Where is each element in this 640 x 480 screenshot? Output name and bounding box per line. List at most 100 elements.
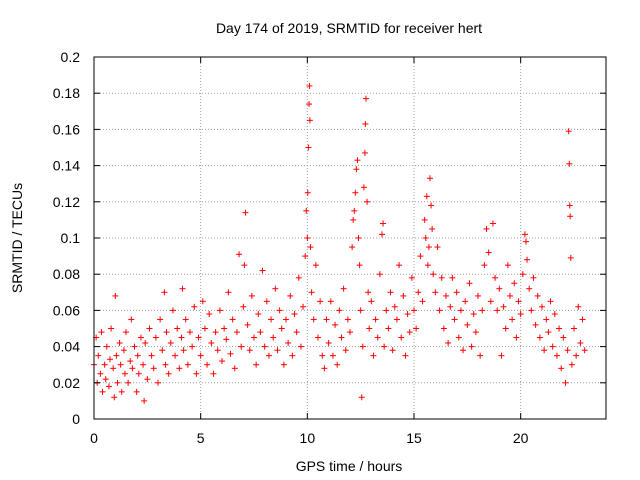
data-point [305,144,312,151]
data-point [134,352,141,359]
data-point [135,370,142,377]
y-tick-label: 0.16 [53,121,80,137]
data-point [457,307,464,314]
data-point [167,339,174,346]
data-point [174,325,181,332]
data-point [545,329,552,336]
data-point [342,347,349,354]
data-point [189,343,196,350]
data-point [517,311,524,318]
data-point [443,292,449,299]
data-point [184,361,191,368]
data-point [526,285,533,292]
data-point [509,316,516,323]
data-point [434,244,441,251]
data-point [253,361,260,368]
data-point [464,321,471,328]
data-point [255,311,262,318]
data-point [251,334,257,341]
data-point [411,307,417,314]
data-point [108,325,115,332]
data-point [165,370,172,377]
y-tick-label: 0.04 [53,339,80,355]
data-point [307,244,314,251]
y-axis-label: SRMTID / TECUs [9,183,25,293]
data-point [400,292,407,299]
data-point [422,235,429,241]
data-point [121,370,128,377]
data-point [536,334,543,341]
data-point [368,298,375,305]
data-point [428,202,435,209]
data-point [436,307,443,314]
data-point [340,285,347,292]
data-point [144,376,151,383]
data-point [238,343,245,350]
data-point [553,352,560,359]
data-point [95,352,102,359]
data-point [248,292,255,299]
chart-title: Day 174 of 2019, SRMTID for receiver her… [216,20,482,36]
data-point [201,325,208,332]
data-point [123,329,129,336]
data-point [283,316,289,323]
data-point [129,365,136,372]
data-point [393,316,400,323]
data-point [274,347,281,354]
data-point [357,307,364,314]
data-point [502,325,509,332]
data-point [278,325,285,332]
data-point [466,280,473,287]
data-point [110,365,117,372]
data-point [99,388,106,395]
data-point [376,271,383,278]
data-point [319,352,326,359]
data-point [212,329,219,336]
data-point [507,292,513,299]
data-point [306,117,313,124]
data-point [306,101,313,108]
data-point [521,231,528,238]
data-point [155,379,161,386]
data-point [381,343,388,350]
data-point [263,298,270,305]
data-point [445,339,452,346]
x-tick-label: 15 [406,430,422,446]
data-point [163,329,170,336]
data-point [176,365,183,372]
data-point [105,383,112,390]
data-point [539,303,545,310]
data-point [481,262,488,269]
data-point [362,120,369,127]
data-point [387,289,394,296]
data-point [427,175,433,182]
data-point [187,329,193,336]
data-point [365,289,372,296]
data-point [398,334,405,341]
data-point [477,352,484,359]
data-point [270,334,277,341]
data-point [236,251,243,258]
data-point [449,274,456,281]
data-point [523,238,529,245]
data-point [534,292,541,299]
data-point [193,370,200,377]
data-point [379,231,385,238]
data-point [117,361,124,368]
data-point [206,311,213,318]
data-point [102,376,109,383]
data-point [402,352,409,359]
data-point [350,216,357,223]
data-point [303,207,310,214]
data-point [116,339,123,346]
data-point [142,339,149,346]
data-point [532,321,539,328]
data-point [114,379,121,386]
data-point [315,334,321,341]
data-point [137,334,144,341]
data-point [169,307,176,314]
data-point [150,365,157,372]
data-point [494,307,501,314]
data-point [500,303,507,310]
